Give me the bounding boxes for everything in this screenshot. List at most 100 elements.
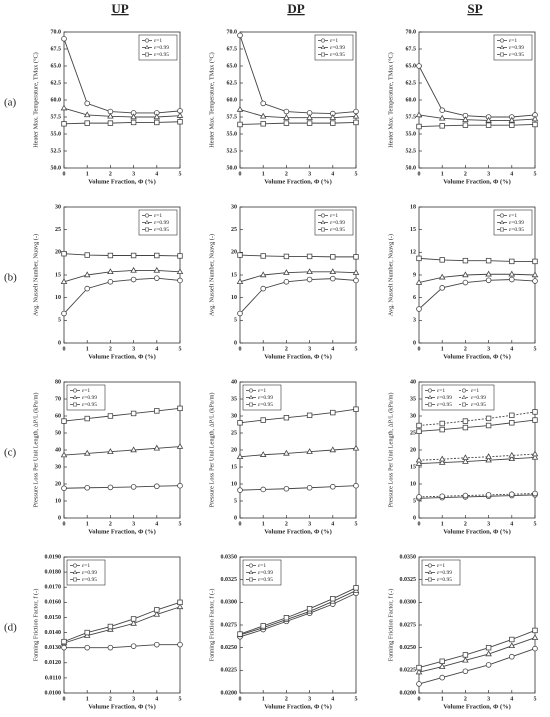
x-tick-label: 4 [510,521,513,527]
legend-label: ε=0.95 [154,227,169,233]
x-tick-label: 1 [86,696,89,702]
marker [283,108,290,115]
marker [84,415,90,422]
legend-marker [428,388,432,393]
row-label: (d) [4,622,17,634]
series-line [418,114,536,121]
y-tick-label: 60.0 [227,97,238,103]
marker [330,120,336,126]
marker [485,644,492,651]
y-tick-label: 20 [410,447,416,453]
legend-marker [73,388,77,393]
series-line [239,271,357,283]
legend-label: ε=1 [330,38,338,44]
y-tick-label: 0.0350 [400,554,417,560]
marker [84,629,90,636]
y-tick-label: 10 [410,481,416,487]
x-tick-label: 5 [355,346,358,352]
legend-label: ε=0.95 [82,402,97,408]
marker [532,278,538,284]
marker [306,448,313,454]
y-tick-label: 25 [231,430,237,436]
marker [83,449,91,456]
legend-marker [500,52,504,57]
series-line [239,109,357,119]
series-line [63,270,181,283]
legend-marker [499,219,505,225]
y-axis-label: Heater Max. Temperature, TMax (°C) [32,52,39,148]
y-axis-label: Avg. Nusselt Number, Nuavg (-) [208,234,215,316]
marker [508,653,515,660]
marker [61,35,67,42]
y-tick-label: 0.0110 [45,675,61,681]
marker [415,668,423,675]
marker [438,273,446,280]
legend-label: ε=1 [509,213,517,219]
marker [462,652,469,658]
marker [107,268,114,275]
marker [176,268,184,275]
marker [353,119,359,126]
legend-label: ε=0.95 [509,227,524,233]
marker [508,276,515,283]
marker [306,120,313,126]
marker [508,455,516,462]
y-axis-label: Avg. Nusselt Number, Nuavg (-) [32,234,39,316]
series-line [63,253,181,257]
marker [462,279,469,286]
series-line [239,590,357,636]
legend-marker [73,577,77,582]
x-axis-label: Volume Fraction, Φ (%) [264,353,332,360]
x-tick-label: 0 [63,696,66,702]
legend-label: ε=1 [154,38,162,44]
y-tick-label: 15 [231,464,237,470]
y-tick-label: 50.0 [227,165,238,171]
marker [84,252,90,258]
marker [509,258,515,265]
y-tick-label: 25 [55,227,61,233]
y-tick-label: 0 [58,340,61,346]
y-tick-label: 20 [231,447,237,453]
marker [306,114,313,120]
x-tick-label: 4 [155,171,158,177]
marker [508,642,516,649]
marker [154,119,160,126]
series-line [63,606,181,644]
y-tick-label: 0.0200 [221,690,238,696]
y-tick-label: 15 [410,464,416,470]
y-axis-label: Pressure Loss Per Unit Length, ΔP/L (kPa… [32,393,39,508]
marker [153,444,161,451]
x-tick-label: 3 [132,171,135,177]
marker [176,112,184,118]
y-tick-label: 67.5 [406,46,417,52]
y-tick-label: 40 [410,379,416,385]
legend-marker [72,394,78,400]
y-tick-label: 0 [58,515,61,521]
marker [236,453,244,459]
marker [283,485,290,492]
x-tick-label: 0 [63,521,66,527]
marker [237,631,243,637]
marker [416,428,422,434]
legend-marker [427,394,433,400]
y-tick-label: 0.0275 [400,622,417,628]
legend-label: ε=0.99 [258,570,273,576]
y-tick-label: 40 [231,379,237,385]
y-tick-label: 60.0 [51,97,62,103]
legend-marker [321,227,325,232]
marker [416,123,422,130]
x-tick-label: 5 [179,171,182,177]
marker [177,482,183,489]
y-tick-label: 0 [413,515,416,521]
y-tick-label: 57.5 [51,114,62,120]
x-axis-label: Volume Fraction, Φ (%) [88,528,156,535]
legend-marker [428,563,432,568]
series-line [418,279,536,310]
x-tick-label: 5 [534,696,537,702]
x-tick-label: 2 [464,171,467,177]
marker [107,278,114,285]
legend-marker [320,219,326,225]
y-tick-label: 55.0 [51,131,62,137]
legend-label: ε=0.95 [330,227,345,233]
marker [130,616,137,622]
